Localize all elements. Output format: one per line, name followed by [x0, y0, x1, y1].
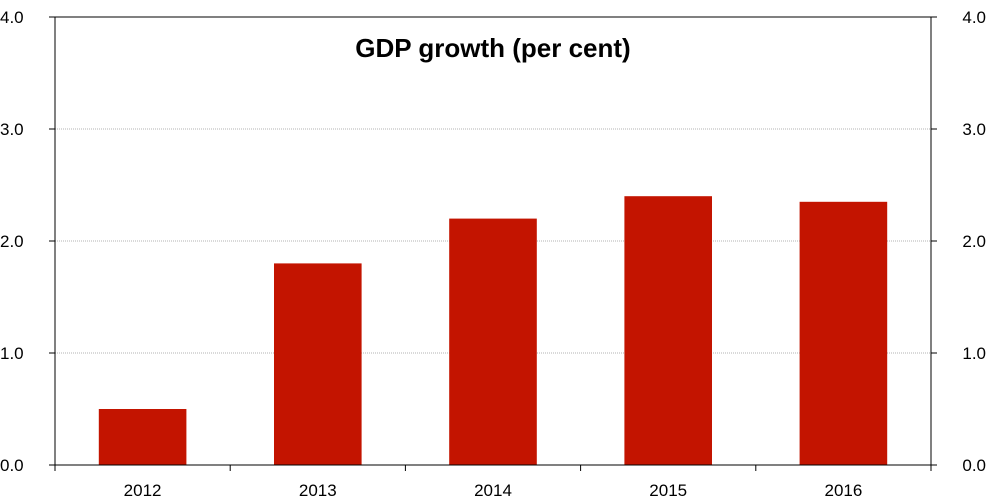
y-tick-label-right: 3.0	[962, 120, 986, 139]
axes: 0.0 0.0 1.0 1.0 2.0 2.0 3.0 3.0 4.0 4.0 2012 2013 20…	[0, 8, 986, 499]
chart-title: GDP growth (per cent)	[355, 33, 630, 63]
y-tick-label-left: 2.0	[0, 232, 24, 251]
bar-2016	[799, 201, 888, 466]
y-tick-label-right: 0.0	[962, 456, 986, 475]
bar-2015	[624, 196, 712, 465]
x-tick-label: 2014	[474, 481, 512, 499]
bars	[98, 196, 888, 466]
y-tick-label-right: 4.0	[962, 8, 986, 27]
y-tick-label-right: 2.0	[962, 232, 986, 251]
x-tick-label: 2016	[824, 481, 862, 499]
y-tick-label-left: 1.0	[0, 344, 24, 363]
x-tick-label: 2012	[124, 481, 162, 499]
x-tick-label: 2015	[649, 481, 687, 499]
y-tick-label-left: 3.0	[0, 120, 24, 139]
bar-2013	[274, 263, 362, 465]
y-tick-label-left: 4.0	[0, 8, 24, 27]
bar-2012	[98, 409, 187, 465]
y-tick-label-right: 1.0	[962, 344, 986, 363]
y-tick-label-left: 0.0	[0, 456, 24, 475]
x-tick-label: 2013	[299, 481, 337, 499]
bar-2014	[449, 218, 537, 465]
